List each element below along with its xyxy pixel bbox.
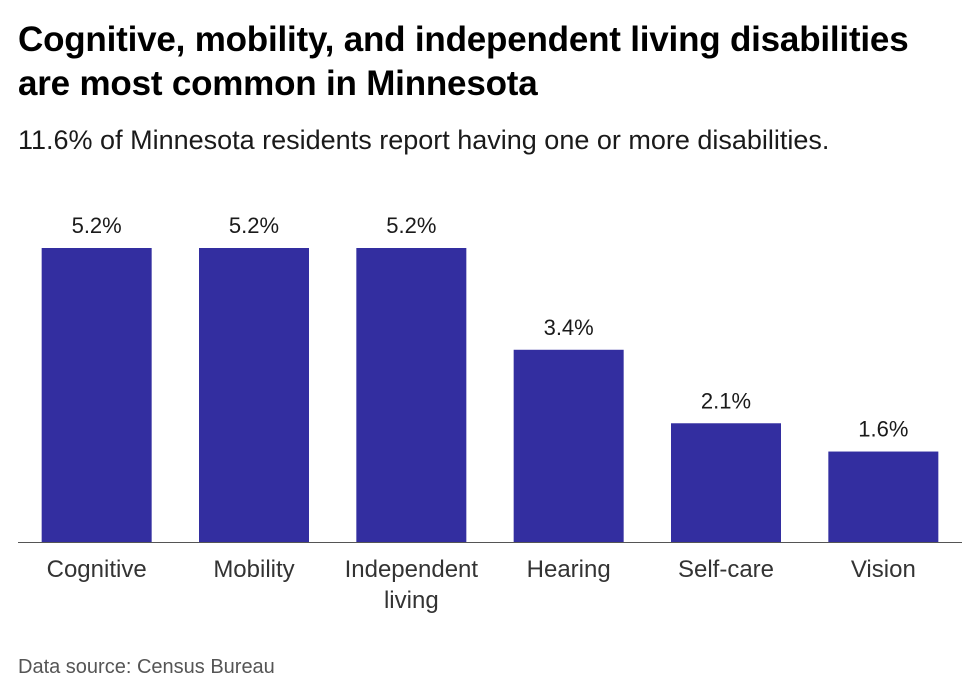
bar-value-label: 2.1%	[701, 388, 751, 413]
data-source: Data source: Census Bureau	[18, 656, 275, 678]
category-label: Cognitive	[47, 556, 147, 583]
bar-cognitive	[41, 248, 152, 542]
chart-title: Cognitive, mobility, and independent liv…	[18, 20, 909, 103]
bar-independent-living	[356, 248, 467, 542]
category-label: Self-care	[678, 556, 774, 583]
bar-value-label: 5.2%	[229, 213, 279, 238]
bar-value-label: 5.2%	[72, 213, 122, 238]
chart-subtitle: 11.6% of Minnesota residents report havi…	[18, 125, 830, 155]
bar-value-label: 5.2%	[386, 213, 436, 238]
category-label-line: living	[384, 587, 439, 614]
bar-value-label: 1.6%	[858, 417, 908, 442]
bar-value-label: 3.4%	[544, 315, 594, 340]
category-label: Hearing	[527, 556, 611, 583]
category-label-line: Self-care	[678, 556, 774, 583]
bar-chart: 5.2% Cognitive 5.2% Mobility 5.2% Independent…	[0, 190, 980, 630]
bar-vision	[828, 451, 939, 542]
category-label: Vision	[851, 556, 916, 583]
category-label-line: Mobility	[213, 556, 294, 583]
bar-self-care	[671, 423, 781, 542]
category-label: Mobility	[213, 556, 294, 583]
category-label-line: Cognitive	[47, 556, 147, 583]
bar-chart-svg: 5.2% Cognitive 5.2% Mobility 5.2% Independent…	[18, 213, 962, 614]
bar-hearing	[513, 349, 624, 542]
category-label-line: Vision	[851, 556, 916, 583]
category-label-line: Independent	[345, 556, 479, 583]
category-label-line: Hearing	[527, 556, 611, 583]
bar-mobility	[199, 248, 309, 542]
category-label: Independent living	[345, 556, 479, 614]
